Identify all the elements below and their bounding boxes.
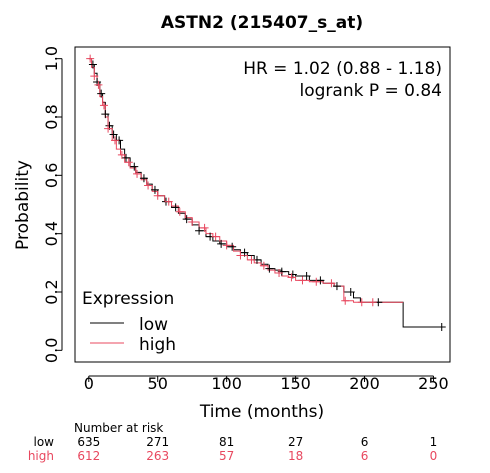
risk-count-high: 6: [361, 449, 369, 463]
censor-mark-low: [97, 89, 106, 98]
risk-count-low: 1: [430, 435, 438, 449]
censor-mark-high: [90, 72, 99, 81]
censor-mark-high: [200, 223, 209, 232]
censor-mark-high: [247, 255, 256, 264]
plot-frame: [74, 46, 451, 363]
censor-mark-low: [217, 239, 226, 248]
x-tick-label: 100: [211, 374, 242, 393]
censor-mark-low: [346, 288, 355, 296]
censor-mark-low: [101, 110, 110, 119]
chart-title: ASTN2 (215407_s_at): [161, 13, 363, 33]
censor-mark-high: [287, 273, 296, 282]
logrank-annotation: logrank P = 0.84: [300, 81, 443, 101]
risk-table: Number at risk low 635 271 81 27 6 1 high 612 263…: [28, 421, 437, 463]
censor-mark-high: [99, 101, 108, 110]
censor-mark-high: [357, 298, 366, 307]
legend: Expression low high: [82, 289, 176, 355]
censor-mark-high: [110, 136, 119, 145]
x-axis: 0 50 100 150 200 250: [84, 374, 449, 393]
y-axis: 0.0 0.2 0.4 0.6 0.8 1.0: [42, 46, 63, 363]
censor-mark-low: [109, 130, 118, 139]
legend-label-high: high: [139, 335, 176, 355]
censor-mark-high: [341, 296, 350, 305]
risk-count-high: 57: [219, 449, 234, 463]
censor-mark-high: [153, 191, 162, 200]
censor-mark-high: [275, 269, 284, 278]
censor-mark-low: [150, 185, 159, 194]
censor-mark-high: [144, 181, 153, 190]
hr-annotation: HR = 1.02 (0.88 - 1.18): [243, 59, 442, 79]
censor-mark-high: [368, 298, 377, 307]
risk-group-high: high: [28, 449, 54, 463]
risk-count-high: 18: [288, 449, 303, 463]
risk-group-low: low: [34, 435, 55, 449]
legend-label-low: low: [139, 315, 168, 335]
risk-count-low: 81: [219, 435, 234, 449]
censor-mark-low: [240, 248, 249, 257]
censor-mark-high: [117, 150, 126, 159]
censor-mark-low: [437, 323, 446, 331]
x-tick-label: 0: [84, 374, 94, 393]
x-tick-label: 200: [349, 374, 380, 393]
censor-mark-high: [259, 261, 268, 270]
censor-mark-high: [327, 279, 336, 288]
censor-mark-high: [86, 54, 95, 63]
risk-count-high: 263: [146, 449, 169, 463]
censor-mark-high: [175, 207, 184, 216]
y-tick-label: 0.6: [42, 163, 61, 188]
censor-mark-low: [316, 276, 325, 285]
x-tick-label: 50: [148, 374, 168, 393]
risk-table-title: Number at risk: [74, 421, 163, 435]
censor-mark-low: [88, 60, 97, 69]
censor-mark-low: [228, 242, 237, 251]
risk-count-low: 6: [361, 435, 369, 449]
censor-mark-high: [312, 277, 321, 286]
censor-mark-low: [139, 174, 148, 183]
y-tick-label: 0.4: [42, 221, 61, 246]
censor-mark-low: [302, 271, 311, 280]
y-tick-label: 0.2: [42, 279, 61, 304]
risk-count-high: 0: [430, 449, 438, 463]
censor-mark-high: [133, 169, 142, 178]
censor-mark-high: [124, 158, 133, 167]
censor-mark-high: [164, 197, 173, 206]
y-axis-label: Probability: [13, 160, 33, 250]
censor-mark-low: [122, 153, 131, 162]
risk-count-low: 635: [77, 435, 100, 449]
censor-mark-high: [222, 241, 231, 250]
risk-count-low: 27: [288, 435, 303, 449]
risk-count-low: 271: [146, 435, 169, 449]
censor-mark-high: [188, 218, 197, 226]
x-tick-label: 250: [418, 374, 449, 393]
censor-mark-low: [182, 215, 191, 224]
x-axis-label: Time (months): [199, 402, 324, 422]
censor-mark-high: [94, 80, 103, 89]
censor-mark-low: [332, 282, 341, 291]
censor-mark-low: [265, 264, 274, 273]
y-tick-label: 0.8: [42, 104, 61, 129]
censor-mark-high: [236, 251, 245, 260]
y-tick-label: 1.0: [42, 46, 61, 71]
legend-title: Expression: [82, 289, 174, 309]
censor-marks: [86, 54, 446, 331]
censor-mark-low: [171, 203, 180, 212]
censor-mark-high: [298, 276, 307, 285]
x-tick-label: 150: [280, 374, 311, 393]
censor-mark-high: [104, 124, 113, 133]
risk-count-high: 612: [77, 449, 100, 463]
censor-mark-high: [211, 232, 220, 241]
censor-mark-low: [130, 162, 139, 171]
y-tick-label: 0.0: [42, 338, 61, 363]
censor-mark-low: [195, 226, 204, 235]
